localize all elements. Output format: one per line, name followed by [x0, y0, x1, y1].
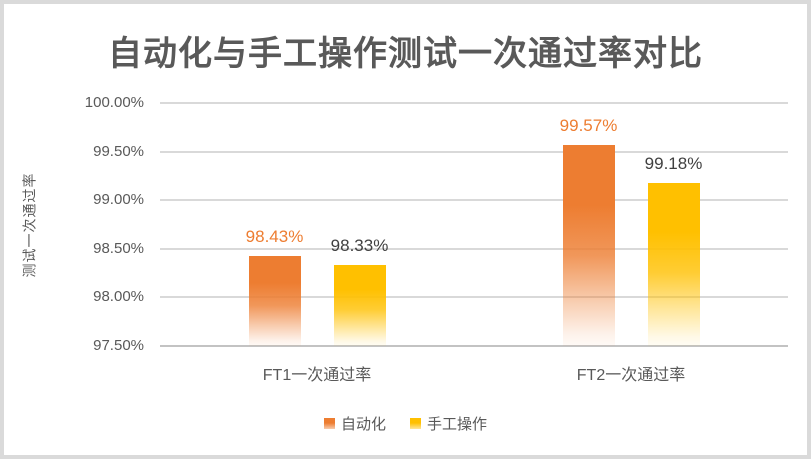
chart-title: 自动化与手工操作测试一次通过率对比	[108, 35, 703, 73]
y-tick-label: 100.00%	[84, 94, 144, 111]
legend-item: 自动化	[323, 413, 386, 434]
y-tick-label: 99.00%	[93, 191, 144, 209]
y-tick-label: 98.50%	[93, 239, 144, 257]
gridline	[160, 296, 788, 299]
bar-value-label: 99.18%	[644, 153, 703, 173]
x-axis-line	[160, 345, 788, 347]
gridline	[160, 102, 788, 104]
x-category-label: FT2一次通过率	[576, 367, 686, 384]
gridline	[160, 150, 788, 153]
bar	[248, 255, 301, 346]
plot-area: 98.43% 98.33% 99.57% 99.18%	[160, 102, 788, 347]
bar	[647, 182, 700, 346]
legend-swatch	[410, 418, 421, 429]
y-tick-label: 98.00%	[93, 288, 144, 306]
x-category-label: FT1一次通过率	[262, 367, 372, 384]
legend-label: 自动化	[340, 416, 386, 433]
legend: 自动化 手工操作	[4, 413, 807, 434]
gridline	[160, 247, 788, 250]
bar	[333, 265, 386, 346]
bar-value-label: 98.33%	[330, 236, 389, 256]
legend-item: 手工操作	[410, 413, 487, 434]
y-axis-title: 测试一次通过率	[16, 103, 42, 346]
bar	[562, 144, 615, 346]
legend-swatch	[323, 418, 335, 429]
y-tick-label: 97.50%	[93, 337, 144, 354]
bar-value-label: 98.43%	[245, 226, 304, 246]
legend-label: 手工操作	[427, 416, 488, 433]
y-axis-title-text: 测试一次通过率	[21, 172, 37, 277]
gridline	[160, 199, 788, 202]
bar-value-label: 99.57%	[559, 115, 618, 135]
y-tick-label: 99.50%	[93, 142, 144, 160]
